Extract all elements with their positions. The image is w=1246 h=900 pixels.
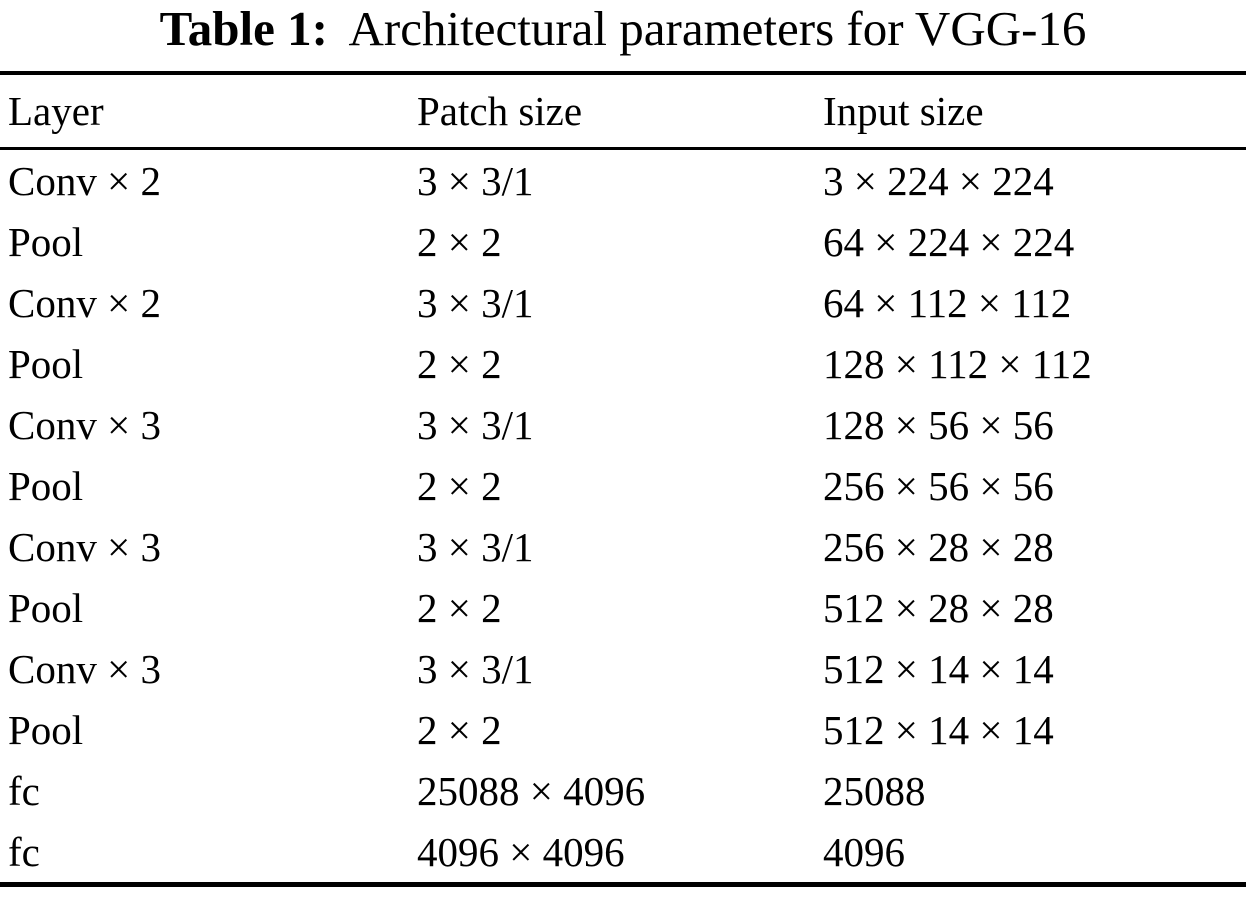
cell-input-size: 25088 bbox=[823, 767, 926, 814]
header-input-size: Input size bbox=[823, 73, 1246, 150]
cell-input-size: 64 × 224 × 224 bbox=[823, 218, 1075, 265]
cell-input-size: 64 × 112 × 112 bbox=[823, 279, 1072, 326]
table-row: Conv × 2 3 × 3/1 3 × 224 × 224 bbox=[0, 149, 1246, 212]
table-row: Conv × 2 3 × 3/1 64 × 112 × 112 bbox=[0, 272, 1246, 333]
cell-input-size: 512 × 14 × 14 bbox=[823, 706, 1054, 753]
cell-layer: fc bbox=[8, 767, 40, 814]
cell-patch-size: 3 × 3/1 bbox=[417, 645, 534, 692]
cell-input-size: 512 × 14 × 14 bbox=[823, 645, 1054, 692]
cell-patch-size: 3 × 3/1 bbox=[417, 523, 534, 570]
cell-layer: Conv × 2 bbox=[8, 279, 161, 326]
cell-patch-size: 2 × 2 bbox=[417, 218, 502, 265]
cell-layer: Pool bbox=[8, 218, 84, 265]
table-row: Pool 2 × 2 64 × 224 × 224 bbox=[0, 211, 1246, 272]
table-row: Pool 2 × 2 256 × 56 × 56 bbox=[0, 455, 1246, 516]
cell-patch-size: 2 × 2 bbox=[417, 462, 502, 509]
cell-patch-size: 4096 × 4096 bbox=[417, 828, 625, 875]
table-caption-text: Architectural parameters for VGG-16 bbox=[348, 1, 1087, 56]
cell-input-size: 256 × 28 × 28 bbox=[823, 523, 1054, 570]
table-header-row: Layer Patch size Input size bbox=[0, 73, 1246, 150]
cell-input-size: 512 × 28 × 28 bbox=[823, 584, 1054, 631]
cell-patch-size: 3 × 3/1 bbox=[417, 401, 534, 448]
cell-input-size: 256 × 56 × 56 bbox=[823, 462, 1054, 509]
cell-layer: Pool bbox=[8, 706, 84, 753]
table-row: Pool 2 × 2 512 × 14 × 14 bbox=[0, 699, 1246, 760]
cell-layer: Conv × 3 bbox=[8, 401, 161, 448]
table-row: Pool 2 × 2 128 × 112 × 112 bbox=[0, 333, 1246, 394]
cell-input-size: 128 × 112 × 112 bbox=[823, 340, 1092, 387]
cell-patch-size: 2 × 2 bbox=[417, 706, 502, 753]
cell-layer: Pool bbox=[8, 462, 84, 509]
cell-layer: Pool bbox=[8, 340, 84, 387]
table-row: Conv × 3 3 × 3/1 512 × 14 × 14 bbox=[0, 638, 1246, 699]
cell-layer: Conv × 2 bbox=[8, 157, 161, 204]
cell-patch-size: 2 × 2 bbox=[417, 340, 502, 387]
header-patch-size: Patch size bbox=[417, 73, 823, 150]
cell-patch-size: 2 × 2 bbox=[417, 584, 502, 631]
cell-input-size: 128 × 56 × 56 bbox=[823, 401, 1054, 448]
table-row: Pool 2 × 2 512 × 28 × 28 bbox=[0, 577, 1246, 638]
table-row: fc 4096 × 4096 4096 bbox=[0, 821, 1246, 885]
cell-patch-size: 3 × 3/1 bbox=[417, 157, 534, 204]
table-row: Conv × 3 3 × 3/1 128 × 56 × 56 bbox=[0, 394, 1246, 455]
cell-input-size: 3 × 224 × 224 bbox=[823, 157, 1054, 204]
cell-input-size: 4096 bbox=[823, 828, 905, 875]
cell-patch-size: 25088 × 4096 bbox=[417, 767, 646, 814]
cell-layer: Conv × 3 bbox=[8, 523, 161, 570]
table-row: fc 25088 × 4096 25088 bbox=[0, 760, 1246, 821]
cell-patch-size: 3 × 3/1 bbox=[417, 279, 534, 326]
table-caption-label: Table 1: bbox=[159, 1, 328, 56]
cell-layer: fc bbox=[8, 828, 40, 875]
vgg16-parameters-table: Layer Patch size Input size Conv × 2 3 ×… bbox=[0, 71, 1246, 887]
cell-layer: Pool bbox=[8, 584, 84, 631]
table-row: Conv × 3 3 × 3/1 256 × 28 × 28 bbox=[0, 516, 1246, 577]
header-layer: Layer bbox=[0, 73, 417, 150]
table-caption: Table 1: Architectural parameters for VGG… bbox=[0, 0, 1246, 58]
cell-layer: Conv × 3 bbox=[8, 645, 161, 692]
